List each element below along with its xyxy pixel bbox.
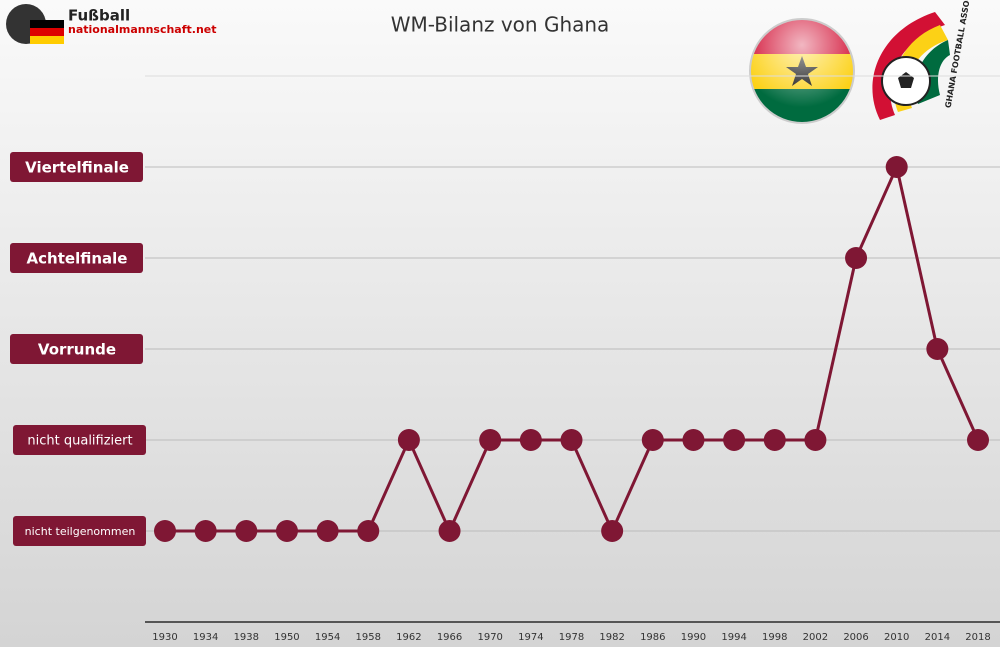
x-tick-label: 2014 <box>925 632 950 643</box>
logo-flag <box>30 20 64 28</box>
x-tick-label: 1986 <box>640 632 665 643</box>
y-tick-box <box>10 334 143 364</box>
point <box>804 429 827 451</box>
y-tick-box <box>13 516 146 546</box>
point <box>275 520 298 542</box>
point <box>357 520 380 542</box>
point <box>723 429 746 451</box>
logo-flag <box>30 36 64 44</box>
point <box>316 520 339 542</box>
point <box>601 520 624 542</box>
x-tick-label: 1978 <box>559 632 584 643</box>
x-tick-label: 1966 <box>437 632 462 643</box>
x-tick-label: 2006 <box>843 632 868 643</box>
x-tick-label: 1994 <box>721 632 746 643</box>
point <box>235 520 258 542</box>
x-tick-label: 1930 <box>152 632 177 643</box>
point <box>479 429 502 451</box>
logo: Fußball nationalmannschaft.net <box>6 4 217 44</box>
x-tick-label: 2018 <box>965 632 990 643</box>
chart-title: WM-Bilanz von Ghana <box>391 13 610 37</box>
point <box>926 338 949 360</box>
point <box>154 520 176 542</box>
y-tick-label: nicht teilgenommen <box>25 525 136 538</box>
y-tick-box <box>10 243 143 273</box>
x-tick-label: 1938 <box>234 632 259 643</box>
x-tick-label: 1962 <box>396 632 421 643</box>
x-tick-label: 1954 <box>315 632 340 643</box>
x-tick-label: 1950 <box>274 632 299 643</box>
point <box>682 429 705 451</box>
y-tick-label: Achtelfinale <box>27 250 128 268</box>
y-tick-box <box>10 152 143 182</box>
x-tick-label: 1990 <box>681 632 706 643</box>
logo-flag <box>30 28 64 36</box>
x-tick-label: 1970 <box>477 632 502 643</box>
logo-name: Fußball <box>68 7 130 25</box>
x-tick-label: 2002 <box>803 632 828 643</box>
y-tick-label: Viertelfinale <box>25 159 129 177</box>
point <box>845 247 868 269</box>
y-tick-label: Vorrunde <box>38 341 116 359</box>
point <box>560 429 583 451</box>
point <box>885 156 908 178</box>
point <box>397 429 420 451</box>
x-tick-label: 2010 <box>884 632 909 643</box>
x-tick-label: 1934 <box>193 632 218 643</box>
point <box>438 520 461 542</box>
point <box>763 429 786 451</box>
x-tick-label: 1958 <box>356 632 381 643</box>
point <box>519 429 542 451</box>
x-tick-label: 1974 <box>518 632 543 643</box>
x-tick-label: 1998 <box>762 632 787 643</box>
y-tick-box <box>13 425 146 455</box>
x-tick-label: 1982 <box>599 632 624 643</box>
point <box>967 429 989 451</box>
logo-site: nationalmannschaft.net <box>68 23 217 36</box>
point <box>641 429 664 451</box>
point <box>194 520 217 542</box>
y-tick-label: nicht qualifiziert <box>27 434 132 449</box>
